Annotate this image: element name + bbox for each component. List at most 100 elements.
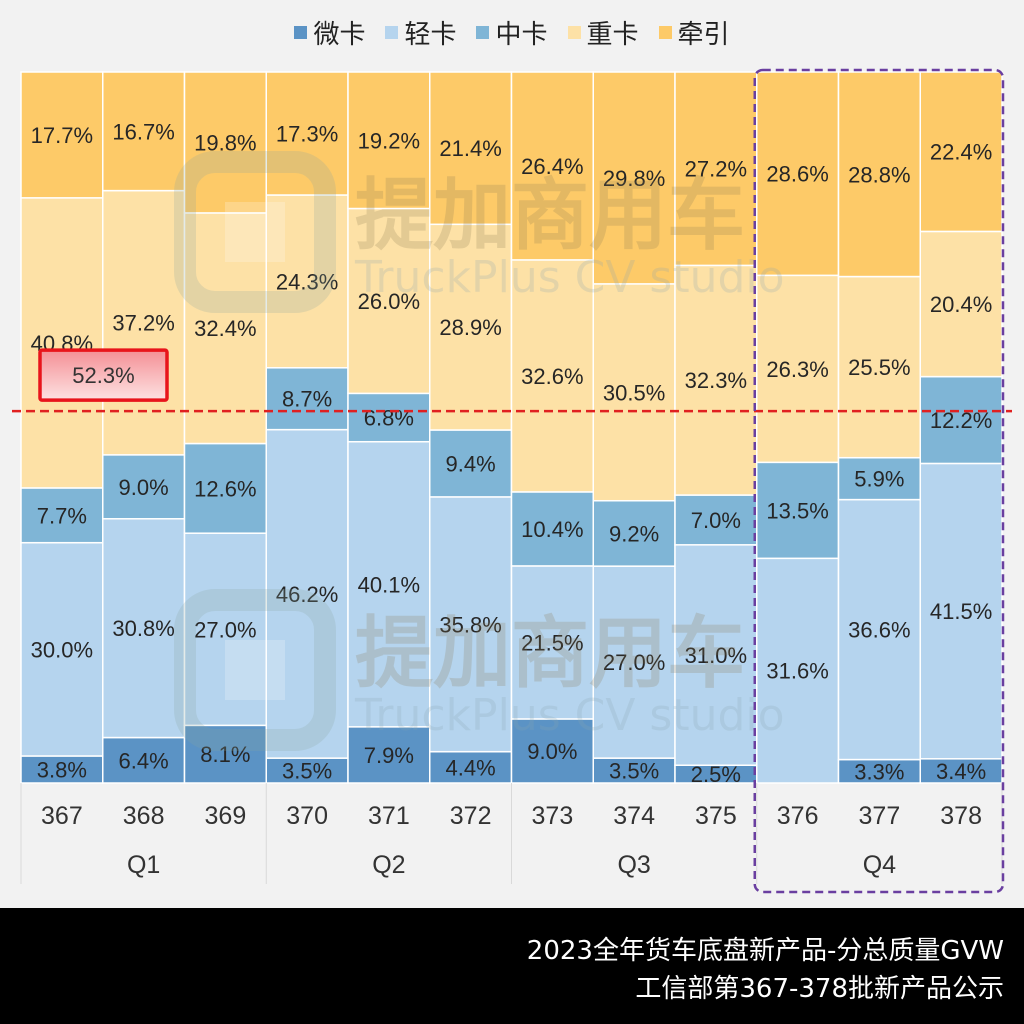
bar-segment — [265, 428, 349, 759]
data-label: 7.7% — [37, 503, 87, 528]
data-label: 30.5% — [603, 380, 665, 405]
bar-segment — [347, 392, 431, 443]
legend-swatch — [476, 25, 490, 39]
data-label: 28.9% — [439, 315, 501, 340]
data-label: 21.5% — [521, 630, 583, 655]
data-label: 17.7% — [31, 123, 93, 148]
bar-segment — [592, 71, 676, 285]
legend-item: 中卡 — [476, 14, 548, 51]
data-label: 32.6% — [521, 364, 583, 389]
legend-item: 重卡 — [567, 14, 639, 51]
watermark-plus-icon — [225, 640, 285, 700]
data-label: 20.4% — [930, 292, 992, 317]
data-label: 30.8% — [112, 616, 174, 641]
bar-segment — [20, 755, 104, 784]
data-label: 17.3% — [276, 122, 338, 147]
x-tick-label: 377 — [859, 802, 901, 830]
legend-label: 牵引 — [677, 19, 730, 50]
data-label: 32.4% — [194, 316, 256, 341]
legend-label: 中卡 — [495, 19, 548, 50]
bar-segment — [510, 491, 594, 567]
data-label: 41.5% — [930, 599, 992, 624]
bar-segment — [429, 71, 513, 226]
watermark-plus-icon — [225, 202, 285, 262]
bar-segment — [756, 71, 840, 277]
data-label: 7.9% — [364, 743, 414, 768]
bar-segment — [592, 565, 676, 759]
bar-segment — [347, 71, 431, 210]
x-tick-label: 369 — [205, 802, 247, 830]
data-label: 3.5% — [282, 759, 332, 784]
data-label: 24.3% — [276, 269, 338, 294]
data-label: 29.8% — [603, 166, 665, 191]
bar-segment — [756, 461, 840, 560]
data-label: 5.9% — [854, 467, 904, 492]
data-label: 31.0% — [685, 643, 747, 668]
data-label: 26.4% — [521, 154, 583, 179]
chart-legend: 微卡 轻卡 中卡 重卡 牵引 — [0, 12, 1024, 52]
data-label: 12.6% — [194, 476, 256, 501]
data-label: 2.5% — [691, 762, 741, 787]
bar-segment — [837, 71, 921, 278]
bar-segment — [837, 275, 921, 459]
legend-swatch — [294, 25, 308, 39]
data-label: 6.8% — [364, 406, 414, 431]
data-label: 26.3% — [766, 357, 828, 382]
bar-segment — [20, 487, 104, 544]
x-tick-label: 375 — [695, 802, 737, 830]
bar-segment — [756, 274, 840, 464]
x-tick-label: 370 — [286, 802, 328, 830]
data-label: 36.6% — [848, 618, 910, 643]
data-label: 6.4% — [119, 748, 169, 773]
legend-item: 轻卡 — [385, 14, 456, 51]
reference-value-badge — [38, 348, 169, 402]
chart-title: 2023全年货车底盘新产品-分总质量GVW — [526, 936, 1004, 966]
legend-swatch — [658, 25, 672, 39]
data-label: 3.3% — [854, 759, 904, 784]
bar-segment — [265, 71, 349, 196]
legend-label: 重卡 — [586, 19, 639, 50]
chart-subtitle: 工信部第367-378批新产品公示 — [635, 974, 1004, 1004]
data-label: 31.6% — [766, 659, 828, 684]
data-label: 30.0% — [31, 637, 93, 662]
bar-segment — [347, 726, 431, 784]
bar-segment — [183, 532, 267, 727]
bar-segment — [429, 496, 513, 753]
data-label: 4.4% — [446, 755, 496, 780]
data-label: 9.4% — [446, 451, 496, 476]
data-label: 35.8% — [439, 612, 501, 637]
data-label: 8.1% — [200, 742, 250, 767]
legend-item: 微卡 — [294, 14, 365, 51]
legend-item: 牵引 — [658, 14, 730, 51]
bar-segment — [674, 544, 758, 766]
data-label: 21.4% — [439, 136, 501, 161]
x-tick-label: 373 — [532, 802, 574, 830]
bars: 3.8%30.0%7.7%40.8%17.7%6.4%30.8%9.0%37.2… — [20, 71, 1003, 787]
data-label: 28.8% — [848, 162, 910, 187]
bar-segment — [674, 264, 758, 496]
stacked-bar-chart: 3.8%30.0%7.7%40.8%17.7%6.4%30.8%9.0%37.2… — [12, 68, 1012, 894]
bar-segment — [102, 454, 186, 520]
x-tick-label: 376 — [777, 802, 819, 830]
data-label: 9.0% — [527, 739, 577, 764]
data-label: 32.3% — [685, 368, 747, 393]
legend-label: 轻卡 — [404, 19, 457, 50]
data-label: 25.5% — [848, 355, 910, 380]
bar-segment — [756, 557, 840, 784]
data-label: 19.2% — [358, 128, 420, 153]
x-tick-label: 368 — [123, 802, 165, 830]
x-tick-label: 367 — [41, 802, 83, 830]
data-label: 27.0% — [603, 650, 665, 675]
bar-segment — [510, 71, 594, 261]
data-label: 8.7% — [282, 387, 332, 412]
data-label: 37.2% — [112, 311, 174, 336]
bar-segment — [674, 494, 758, 546]
bar-segment — [510, 259, 594, 493]
bar-segment — [102, 736, 186, 784]
bar-segment — [674, 71, 758, 267]
data-label: 28.6% — [766, 162, 828, 187]
legend-label: 微卡 — [313, 19, 366, 50]
x-tick-label: 378 — [940, 802, 982, 830]
